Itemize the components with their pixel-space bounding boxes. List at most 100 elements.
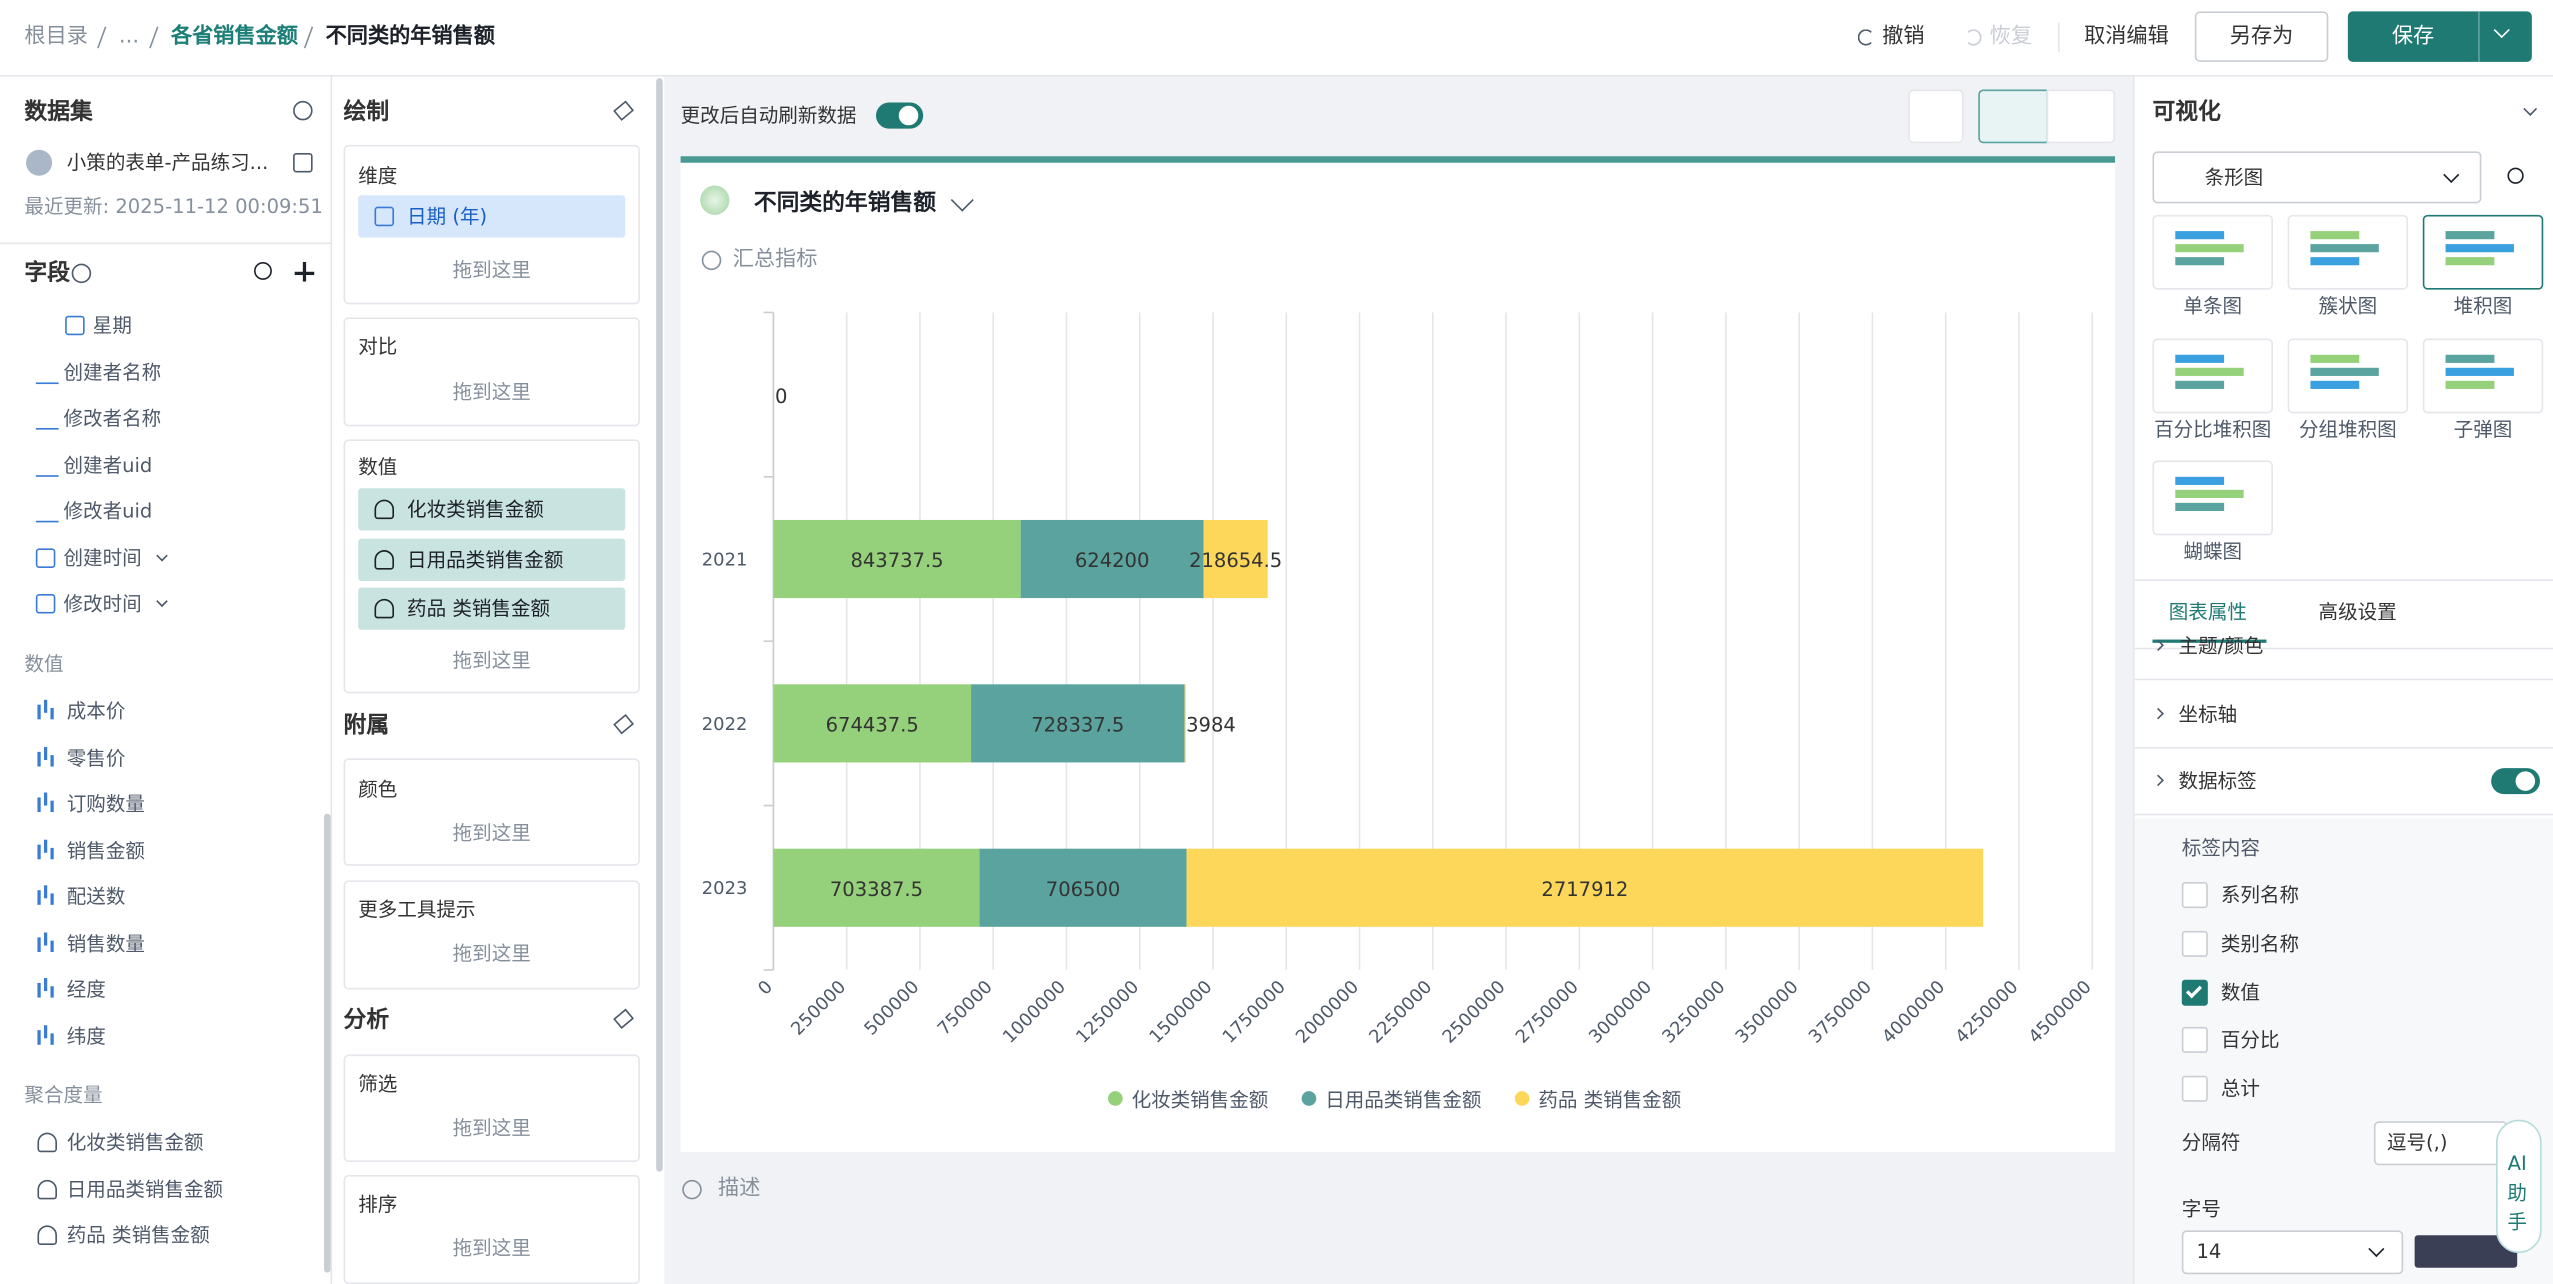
chart-type-option[interactable] <box>2422 214 2544 290</box>
chart-type-label[interactable]: 分组堆积图 <box>2299 418 2397 442</box>
field-item[interactable]: 纬度 <box>66 1024 106 1048</box>
redo-button[interactable]: 恢复 <box>1989 24 2033 49</box>
field-item[interactable]: 修改者uid <box>63 499 153 523</box>
field-item[interactable]: 经度 <box>66 978 106 1001</box>
search-icon[interactable] <box>253 262 272 280</box>
auto-refresh-label: 更改后自动刷新数据 <box>680 104 857 127</box>
chart-type-option[interactable] <box>2152 214 2273 290</box>
chart-view-button[interactable] <box>1978 89 2049 144</box>
chart-type-label[interactable]: 簇状图 <box>2318 294 2378 318</box>
plus-circle[interactable] <box>701 250 722 271</box>
measure-icon <box>37 751 41 766</box>
data-label: 728337.5 <box>1031 714 1124 737</box>
drop-zone[interactable]: 拖到这里 <box>452 1236 531 1260</box>
drop-zone[interactable]: 拖到这里 <box>452 380 531 404</box>
field-item[interactable]: 配送数 <box>66 885 126 909</box>
chart-type-option[interactable] <box>2152 460 2273 536</box>
save-as-box[interactable] <box>2194 11 2329 62</box>
code-button[interactable] <box>1908 89 1964 144</box>
section-title: 绘制 <box>343 99 390 126</box>
bar-segment <box>1203 519 1268 599</box>
summary-button[interactable]: 汇总指标 <box>732 247 818 272</box>
breadcrumb-item[interactable]: ... <box>118 24 140 49</box>
info-icon <box>71 263 92 284</box>
option-label[interactable]: 数值 <box>2220 980 2260 1004</box>
bar-segment <box>979 848 1187 927</box>
option-label[interactable]: 总计 <box>2220 1077 2260 1101</box>
drop-zone[interactable]: 拖到这里 <box>452 942 531 966</box>
chart-type-option[interactable] <box>2152 338 2273 414</box>
checkbox[interactable] <box>2181 979 2208 1006</box>
dimension-chip[interactable]: 日期 (年) <box>407 205 488 228</box>
field-item[interactable]: 药品 类销售金额 <box>66 1223 210 1247</box>
breadcrumb-item[interactable]: 根目录 <box>24 24 88 49</box>
thumb-bar <box>2175 244 2244 253</box>
x-tick-label: 1250000 <box>1072 977 1143 1048</box>
field-item[interactable]: 修改者名称 <box>63 406 162 430</box>
field-item[interactable]: 订购数量 <box>66 792 145 816</box>
field-item[interactable]: 零售价 <box>66 746 126 769</box>
search-icon[interactable] <box>2507 167 2524 184</box>
property-section[interactable]: 数据标签 <box>2178 769 2257 793</box>
shelf-label: 排序 <box>358 1192 398 1216</box>
cancel-edit-button[interactable]: 取消编辑 <box>2084 24 2169 49</box>
chart-type-label[interactable]: 单条图 <box>2183 294 2243 318</box>
font-size-select[interactable] <box>2181 1230 2404 1275</box>
chart-type-label[interactable]: 堆积图 <box>2453 294 2513 318</box>
field-item[interactable]: 创建时间 <box>63 545 142 569</box>
property-section[interactable]: 坐标轴 <box>2178 703 2238 726</box>
legend-label: 药品 类销售金额 <box>1538 1089 1681 1112</box>
value-chip[interactable]: 日用品类销售金额 <box>407 547 564 571</box>
chart-type-label[interactable]: 百分比堆积图 <box>2154 418 2272 442</box>
text-icon <box>35 500 59 523</box>
field-item[interactable]: 成本价 <box>66 699 126 723</box>
drop-zone[interactable]: 拖到这里 <box>452 649 531 673</box>
checkbox[interactable] <box>2181 930 2208 957</box>
thumb-bar <box>2175 502 2225 512</box>
tab[interactable]: 图表属性 <box>2168 600 2247 624</box>
field-item[interactable]: 创建者uid <box>63 453 153 477</box>
field-item[interactable]: 修改时间 <box>63 592 142 616</box>
chart-type-select[interactable] <box>2152 151 2482 204</box>
chart-type-label[interactable]: 蝴蝶图 <box>2183 540 2243 564</box>
chart-type-option[interactable] <box>2287 214 2409 290</box>
ai-button[interactable] <box>2496 1119 2542 1254</box>
chart-type-label[interactable]: 子弹图 <box>2453 418 2513 442</box>
field-item[interactable]: 化妆类销售金额 <box>66 1131 204 1154</box>
drop-zone[interactable]: 拖到这里 <box>452 1116 531 1140</box>
value-chip[interactable]: 药品 类销售金额 <box>407 597 551 621</box>
chart-type-option[interactable] <box>2422 338 2544 414</box>
checkbox[interactable] <box>2181 1027 2208 1054</box>
save-as-button[interactable]: 另存为 <box>2229 24 2294 49</box>
save-box[interactable] <box>2347 11 2532 62</box>
ai-assistant[interactable]: AI助手 <box>2507 1152 2527 1234</box>
field-item[interactable]: 销售数量 <box>66 931 145 955</box>
save-button[interactable]: 保存 <box>2391 24 2435 49</box>
field-item[interactable]: 星期 <box>92 314 132 337</box>
drop-zone[interactable]: 拖到这里 <box>452 821 531 845</box>
option-label[interactable]: 类别名称 <box>2220 932 2300 955</box>
plus-v[interactable] <box>302 262 306 282</box>
describe-button[interactable]: 描述 <box>718 1176 761 1202</box>
breadcrumb-item[interactable]: 各省销售金额 <box>170 24 298 49</box>
option-label[interactable]: 系列名称 <box>2220 883 2300 907</box>
shelf-label: 更多工具提示 <box>358 898 476 922</box>
option-label[interactable]: 百分比 <box>2220 1029 2280 1052</box>
plus-circle[interactable] <box>682 1179 702 1200</box>
drop-zone[interactable]: 拖到这里 <box>452 258 531 282</box>
field-item[interactable]: 日用品类销售金额 <box>66 1177 224 1201</box>
checkbox[interactable] <box>2181 1076 2208 1103</box>
field-item[interactable]: 销售金额 <box>66 838 145 862</box>
property-section[interactable]: 主题/颜色 <box>2178 634 2264 658</box>
refresh-icon[interactable] <box>293 100 313 121</box>
x-tick-label: 2500000 <box>1438 977 1509 1048</box>
chart-type-option[interactable] <box>2287 338 2409 414</box>
value-chip[interactable]: 化妆类销售金额 <box>407 497 544 521</box>
field-item[interactable]: 创建者名称 <box>63 360 162 384</box>
measure-icon <box>43 978 48 992</box>
table-view-button[interactable] <box>2046 89 2116 144</box>
checkbox[interactable] <box>2181 882 2208 909</box>
undo-button[interactable]: 撤销 <box>1882 24 1925 49</box>
tab[interactable]: 高级设置 <box>2318 600 2397 624</box>
thumb-bar <box>2175 354 2225 363</box>
